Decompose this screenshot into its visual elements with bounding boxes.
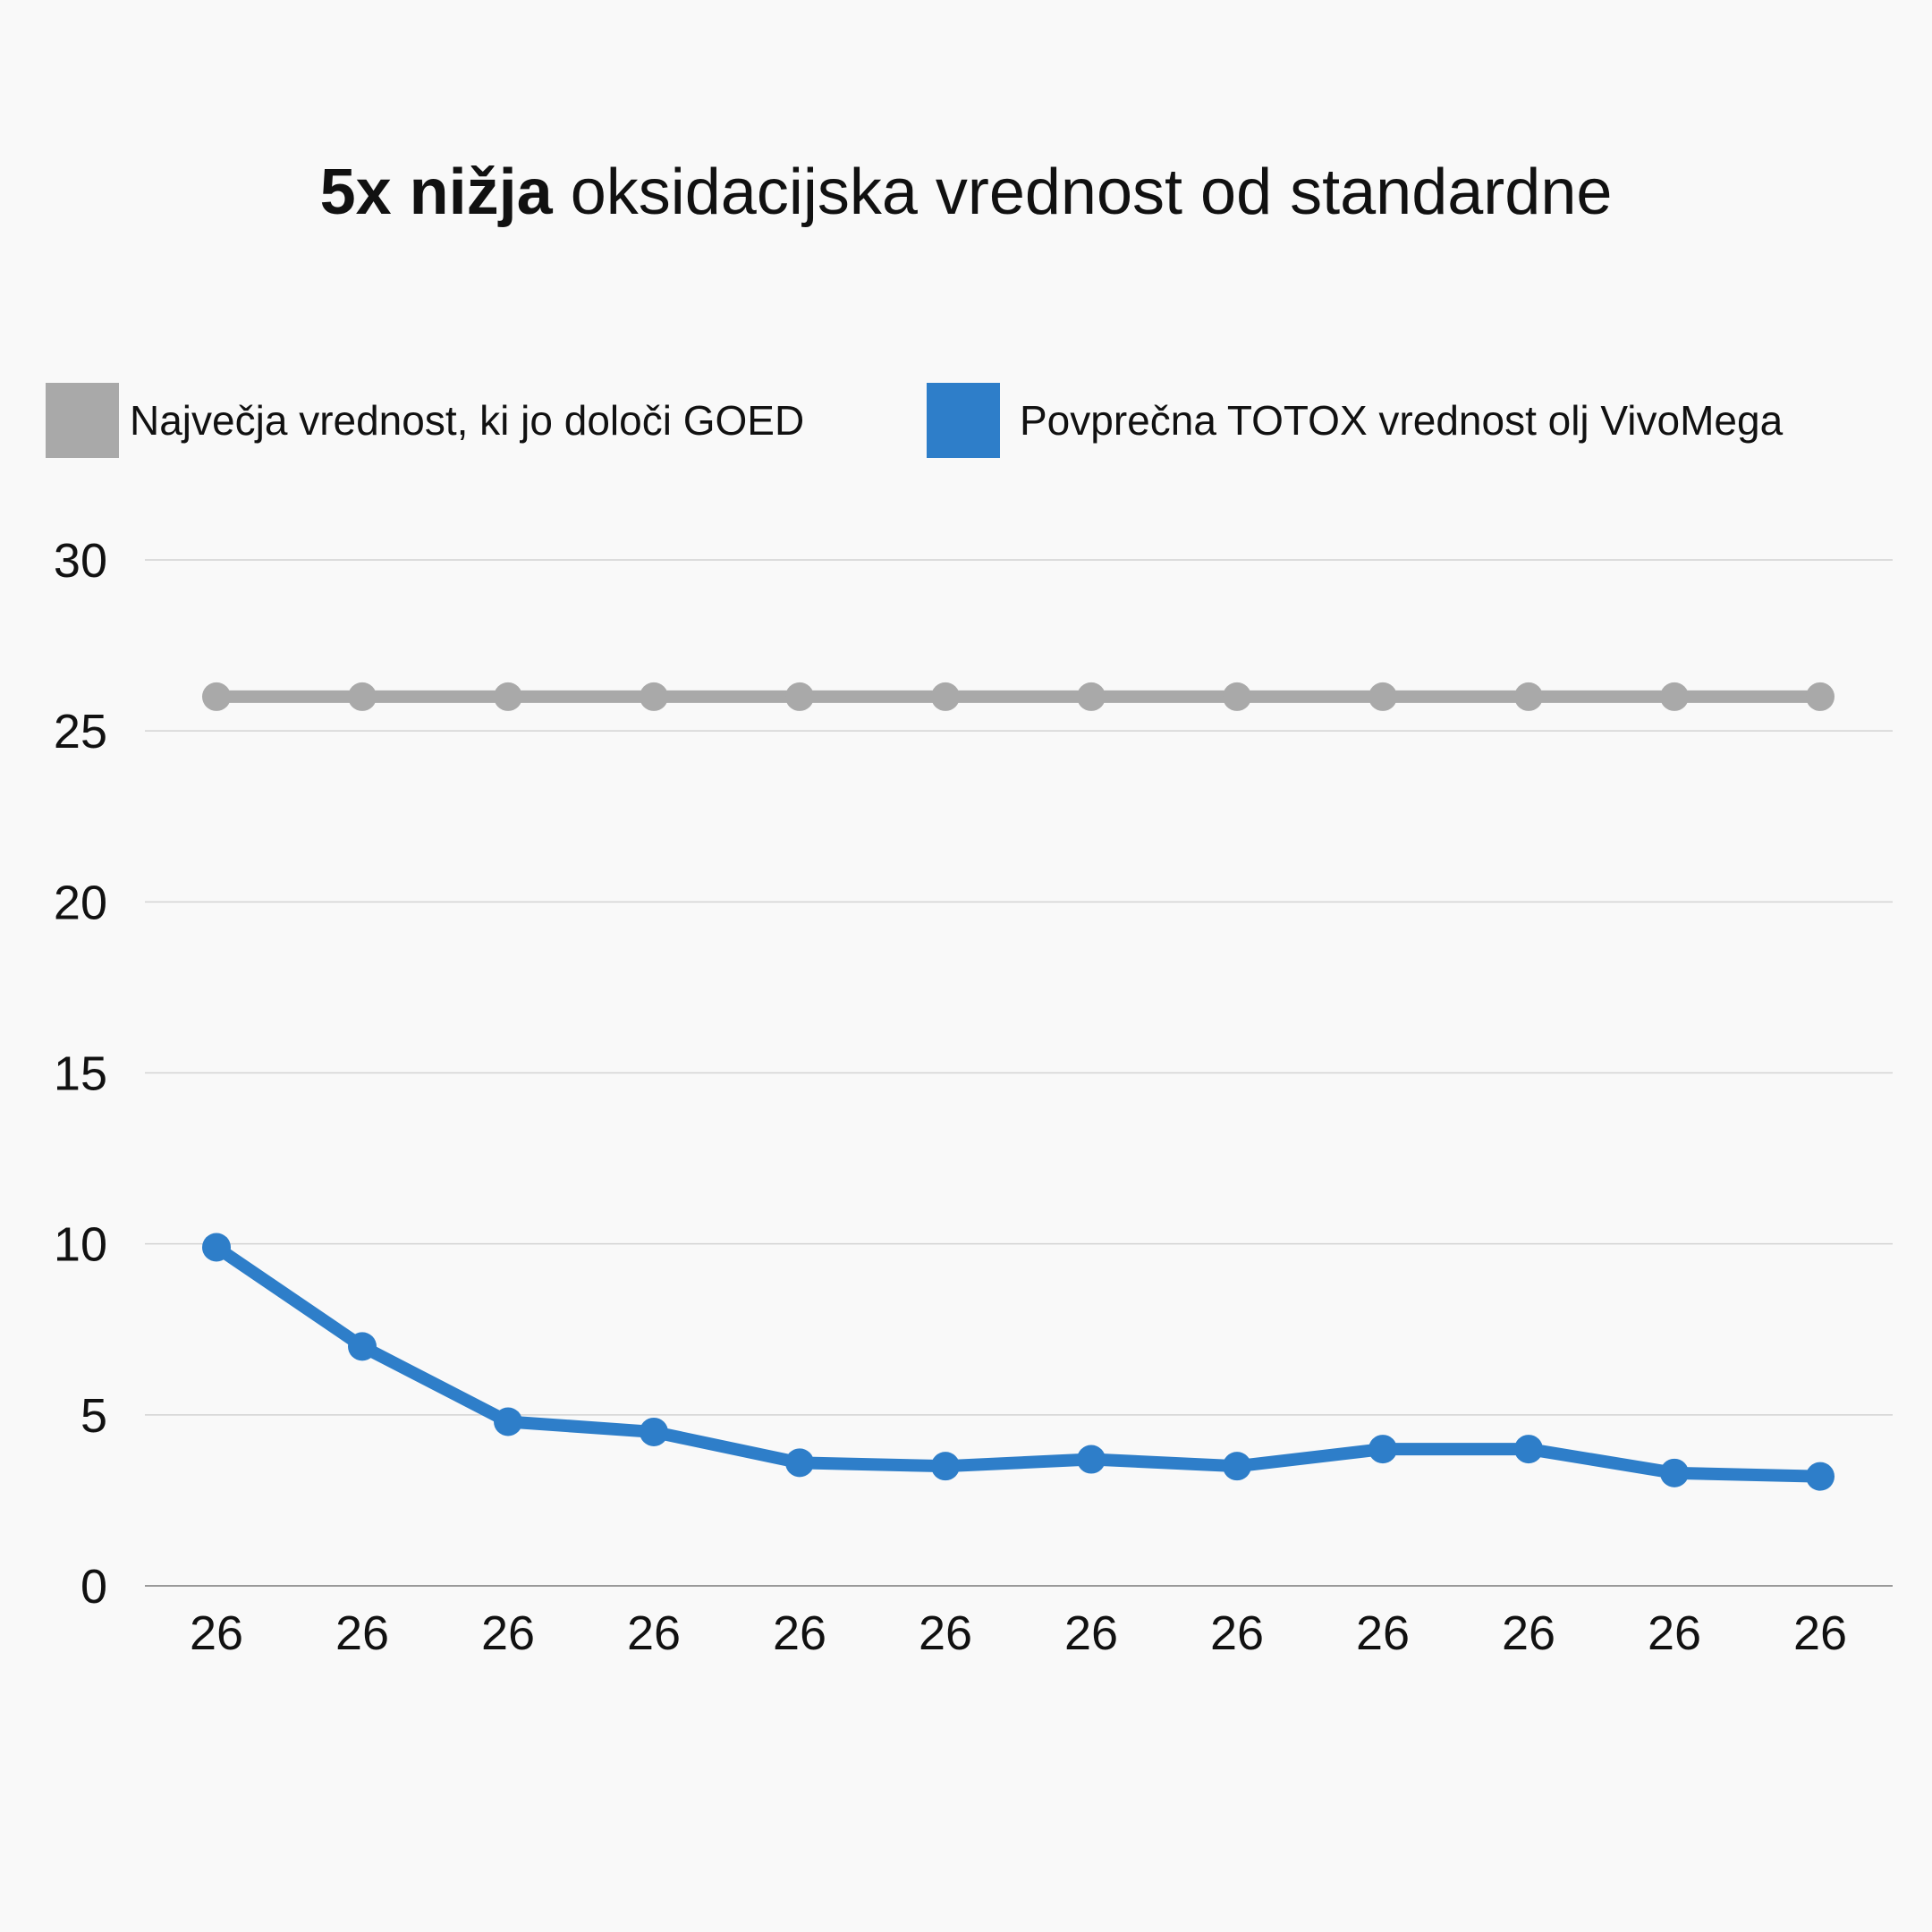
legend-swatch-goed [46, 383, 119, 458]
x-tick-label: 26 [627, 1606, 681, 1660]
y-tick-label: 25 [54, 705, 107, 758]
chart-title: 5x nižja oksidacijska vrednost od standa… [0, 152, 1932, 233]
chart-title-bold: 5x nižja [319, 157, 553, 228]
x-tick-label: 26 [1648, 1606, 1701, 1660]
data-point-vivomega [348, 1332, 377, 1361]
data-point-goed [785, 682, 814, 711]
data-point-vivomega [785, 1448, 814, 1478]
x-tick-label: 26 [1064, 1606, 1118, 1660]
data-point-goed [1660, 682, 1689, 711]
data-point-goed [348, 682, 377, 711]
x-tick-label: 26 [1502, 1606, 1555, 1660]
y-tick-label: 15 [54, 1047, 107, 1101]
data-point-goed [1806, 682, 1835, 711]
x-tick-label: 26 [1793, 1606, 1847, 1660]
data-point-vivomega [494, 1407, 522, 1436]
data-point-vivomega [1660, 1458, 1689, 1487]
data-point-vivomega [1223, 1452, 1251, 1481]
y-tick-label: 30 [54, 534, 107, 588]
chart-title-rest: oksidacijska vrednost od standardne [552, 157, 1613, 228]
data-point-goed [202, 682, 231, 711]
data-point-goed [1077, 682, 1106, 711]
y-tick-label: 0 [80, 1560, 107, 1614]
data-point-vivomega [1368, 1435, 1397, 1464]
data-point-goed [640, 682, 668, 711]
legend-swatch-vivomega [927, 383, 1000, 458]
data-point-vivomega [1514, 1435, 1543, 1464]
y-tick-label: 5 [80, 1389, 107, 1443]
x-tick-label: 26 [481, 1606, 535, 1660]
x-tick-label: 26 [335, 1606, 389, 1660]
data-point-vivomega [1077, 1445, 1106, 1474]
x-tick-label: 26 [773, 1606, 826, 1660]
x-tick-label: 26 [190, 1606, 243, 1660]
data-point-vivomega [1806, 1462, 1835, 1491]
x-tick-label: 26 [919, 1606, 972, 1660]
data-point-vivomega [640, 1417, 668, 1446]
y-tick-label: 20 [54, 876, 107, 929]
x-tick-label: 26 [1210, 1606, 1264, 1660]
y-tick-label: 10 [54, 1218, 107, 1272]
legend-label-goed: Največja vrednost, ki jo določi GOED [130, 397, 805, 444]
data-point-goed [1514, 682, 1543, 711]
data-point-goed [494, 682, 522, 711]
series-line-vivomega [210, 1241, 1826, 1483]
data-point-goed [1223, 682, 1251, 711]
legend-label-vivomega: Povprečna TOTOX vrednost olj VivoMega [1020, 397, 1784, 444]
data-point-vivomega [931, 1452, 960, 1481]
data-point-goed [931, 682, 960, 711]
x-tick-label: 26 [1356, 1606, 1410, 1660]
data-point-goed [1368, 682, 1397, 711]
data-point-vivomega [202, 1233, 231, 1262]
